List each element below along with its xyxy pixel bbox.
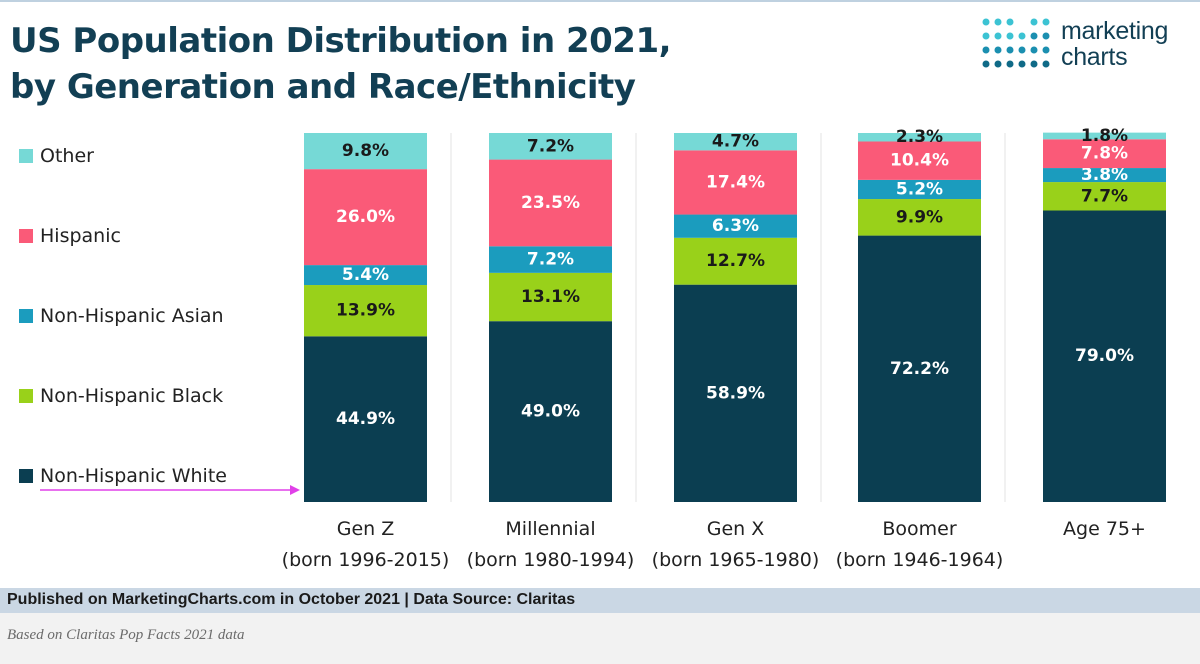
legend-swatch <box>19 309 33 323</box>
legend-swatch <box>19 469 33 483</box>
bar-segment <box>674 237 797 285</box>
data-label: 79.0% <box>1075 346 1134 366</box>
bar-segment <box>304 265 427 286</box>
bar-segment <box>489 133 612 160</box>
data-label: 4.7% <box>712 132 759 152</box>
legend-label: Non-Hispanic Black <box>40 385 223 407</box>
bar-segment <box>674 150 797 215</box>
footer-note: Based on Claritas Pop Facts 2021 data <box>7 627 245 643</box>
bar-segment <box>1043 182 1166 211</box>
data-label: 7.2% <box>527 136 574 156</box>
bar-segment <box>489 246 612 273</box>
bar-segment <box>1043 139 1166 169</box>
data-label: 9.9% <box>896 207 943 227</box>
data-label: 58.9% <box>706 383 765 403</box>
stacked-bar-chart: 44.9% 13.9% 5.4% 26.0% 9.8% Gen Z (born 1996-2… <box>19 126 1166 571</box>
legend-swatch <box>19 149 33 163</box>
chart-title-line-1: US Population Distribution in 2021, <box>10 21 672 61</box>
data-label: 9.8% <box>342 141 389 161</box>
data-label: 10.4% <box>890 151 949 171</box>
data-label: 7.7% <box>1081 186 1128 206</box>
category-label: (born 1965-1980) <box>652 549 820 571</box>
data-label: 13.1% <box>521 287 580 307</box>
data-label: 26.0% <box>336 207 395 227</box>
bar-segment <box>858 199 981 236</box>
legend-label: Hispanic <box>40 225 121 247</box>
bar-segment <box>304 285 427 337</box>
footer-bar: Published on MarketingCharts.com in Octo… <box>0 588 1200 613</box>
annotation-arrow-head <box>290 485 300 495</box>
data-label: 49.0% <box>521 402 580 422</box>
data-label: 13.9% <box>336 301 395 321</box>
chart-title: US Population Distribution in 2021, by G… <box>10 18 672 110</box>
category-label: Boomer <box>882 518 956 540</box>
category-label: Age 75+ <box>1063 518 1146 540</box>
data-label: 2.3% <box>896 127 943 147</box>
legend-label: Other <box>40 145 94 167</box>
marketing-charts-logo-icon <box>982 18 1050 68</box>
bar-segment <box>489 321 612 502</box>
top-border <box>0 0 1200 2</box>
bar-segment <box>304 133 427 170</box>
bar-segment <box>674 133 797 151</box>
bar-segment <box>304 336 427 502</box>
bar-segment <box>858 235 981 502</box>
category-label: Millennial <box>505 518 595 540</box>
legend-swatch <box>19 389 33 403</box>
legend-label: Non-Hispanic Asian <box>40 305 224 327</box>
logo-wordmark: marketing charts <box>1061 18 1168 70</box>
data-label: 1.8% <box>1081 126 1128 146</box>
bar-segment <box>1043 210 1166 503</box>
category-label: Gen Z <box>337 518 395 540</box>
footer-note-area: Based on Claritas Pop Facts 2021 data <box>0 613 1200 664</box>
category-label: (born 1996-2015) <box>282 549 450 571</box>
bar-segment <box>1043 132 1166 140</box>
bar-segment <box>674 284 797 502</box>
bar-segment <box>1043 168 1166 183</box>
bar-segment <box>858 133 981 142</box>
data-label: 17.4% <box>706 172 765 192</box>
data-label: 7.2% <box>527 250 574 270</box>
category-label: Gen X <box>707 518 765 540</box>
data-label: 3.8% <box>1081 165 1128 185</box>
data-label: 44.9% <box>336 409 395 429</box>
data-label: 23.5% <box>521 193 580 213</box>
footer-published: Published on MarketingCharts.com in Octo… <box>7 591 576 608</box>
data-label: 5.4% <box>342 265 389 285</box>
bar-segment <box>489 272 612 322</box>
bar-segment <box>674 214 797 238</box>
data-label: 5.2% <box>896 179 943 199</box>
bar-segment <box>489 159 612 247</box>
bar-segment <box>304 169 427 266</box>
category-label: (born 1946-1964) <box>836 549 1004 571</box>
data-label: 72.2% <box>890 359 949 379</box>
data-label: 12.7% <box>706 251 765 271</box>
category-label: (born 1980-1994) <box>467 549 635 571</box>
bar-segment <box>858 179 981 200</box>
data-label: 7.8% <box>1081 144 1128 164</box>
legend-label: Non-Hispanic White <box>40 465 227 487</box>
chart-title-line-2: by Generation and Race/Ethnicity <box>10 67 636 107</box>
bar-segment <box>858 141 981 180</box>
data-label: 6.3% <box>712 216 759 236</box>
logo-line-2: charts <box>1061 43 1128 71</box>
logo-line-1: marketing <box>1061 17 1169 45</box>
legend-swatch <box>19 229 33 243</box>
